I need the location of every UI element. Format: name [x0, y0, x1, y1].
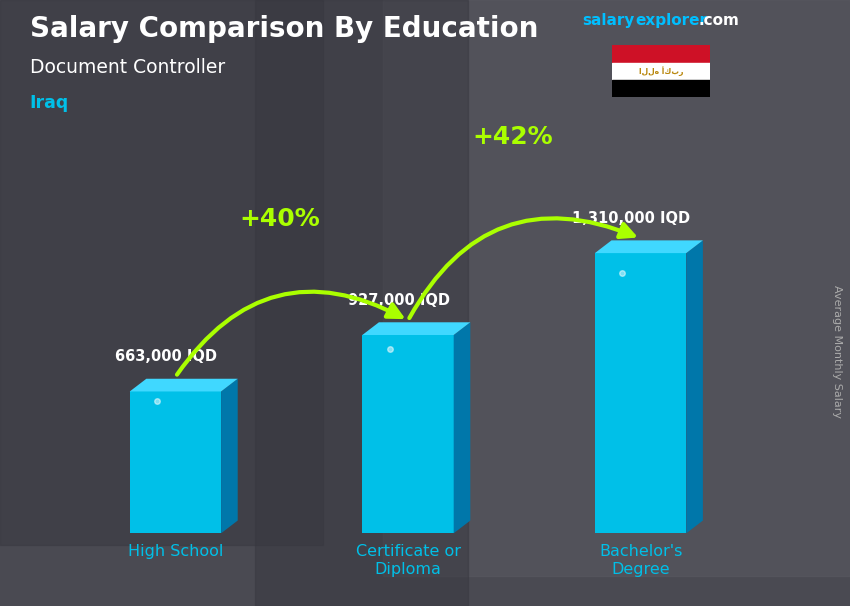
Text: explorer: explorer — [636, 13, 708, 28]
Polygon shape — [221, 379, 238, 533]
Text: 663,000 IQD: 663,000 IQD — [116, 349, 218, 364]
Polygon shape — [362, 322, 470, 335]
Bar — [612, 80, 710, 97]
Text: +42%: +42% — [473, 125, 553, 148]
Polygon shape — [686, 241, 703, 533]
Text: 927,000 IQD: 927,000 IQD — [348, 293, 450, 308]
Text: Document Controller: Document Controller — [30, 58, 225, 76]
Text: +40%: +40% — [240, 207, 320, 231]
Bar — [255, 0, 468, 606]
Text: Iraq: Iraq — [30, 94, 69, 112]
Text: Average Monthly Salary: Average Monthly Salary — [832, 285, 842, 418]
Polygon shape — [130, 391, 221, 533]
Text: Salary Comparison By Education: Salary Comparison By Education — [30, 15, 538, 43]
Polygon shape — [595, 253, 686, 533]
Polygon shape — [362, 335, 454, 533]
Bar — [382, 0, 850, 576]
Text: salary: salary — [582, 13, 635, 28]
Bar — [612, 45, 710, 62]
Text: 1,310,000 IQD: 1,310,000 IQD — [572, 211, 690, 226]
Text: .com: .com — [699, 13, 740, 28]
Bar — [0, 0, 323, 545]
Text: الله أكبر: الله أكبر — [638, 66, 683, 76]
Bar — [612, 62, 710, 80]
Polygon shape — [454, 322, 470, 533]
Polygon shape — [130, 379, 238, 391]
Polygon shape — [595, 241, 703, 253]
